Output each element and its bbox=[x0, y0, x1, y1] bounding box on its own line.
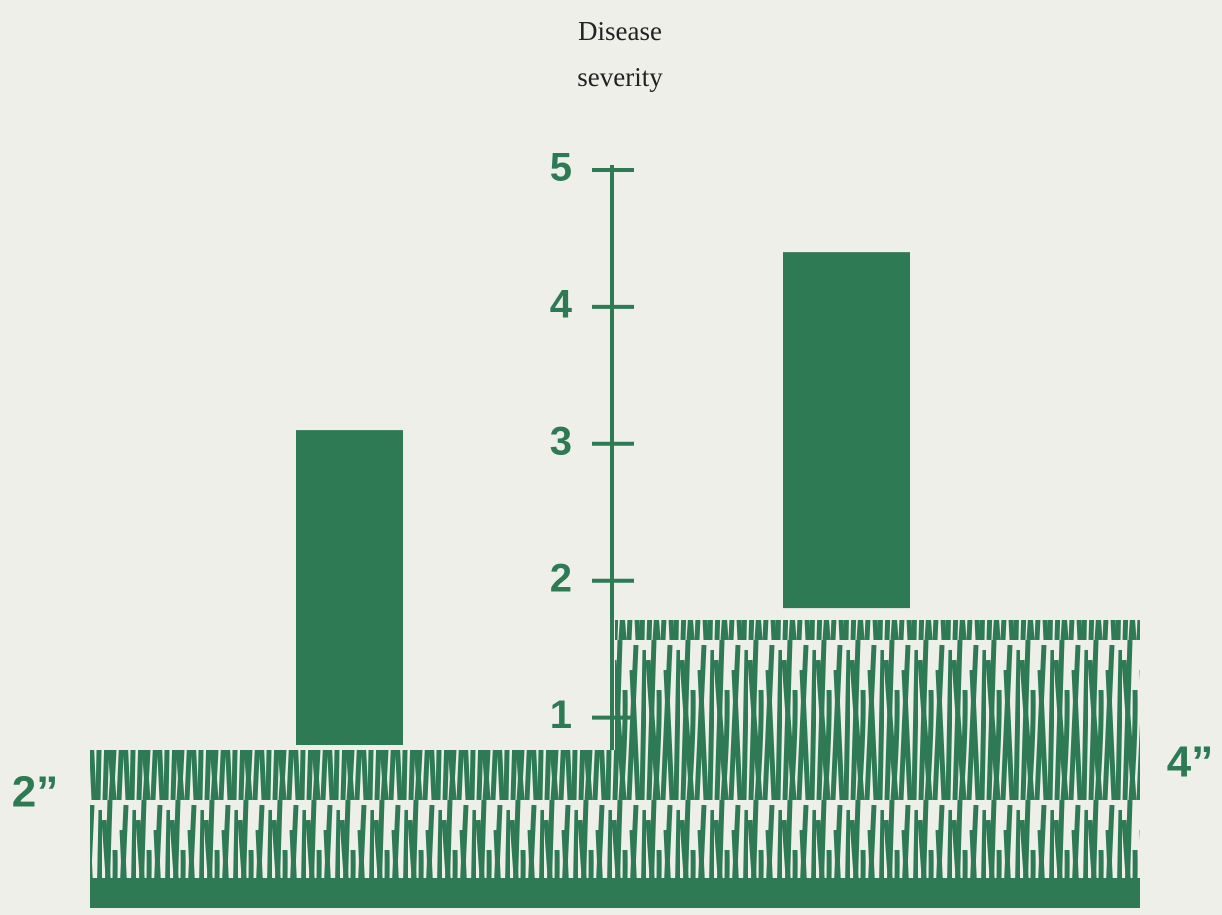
category-label: 4” bbox=[1167, 738, 1213, 787]
bar bbox=[783, 252, 910, 608]
y-tick-label: 5 bbox=[550, 146, 572, 190]
grass-tall bbox=[615, 620, 1140, 905]
ground bbox=[90, 878, 1140, 908]
bar bbox=[296, 430, 403, 745]
y-tick-label: 1 bbox=[550, 693, 572, 737]
y-tick-label: 3 bbox=[550, 419, 572, 463]
y-tick-label: 2 bbox=[550, 556, 572, 600]
page: {"chart_data": {"type": "floating-bar", … bbox=[0, 0, 1222, 915]
y-axis-label: Disease severity bbox=[540, 8, 700, 100]
y-tick-label: 4 bbox=[550, 282, 573, 326]
chart: 1 2 3 4 5 2” 4” bbox=[0, 0, 1222, 915]
category-label: 2” bbox=[12, 768, 58, 817]
